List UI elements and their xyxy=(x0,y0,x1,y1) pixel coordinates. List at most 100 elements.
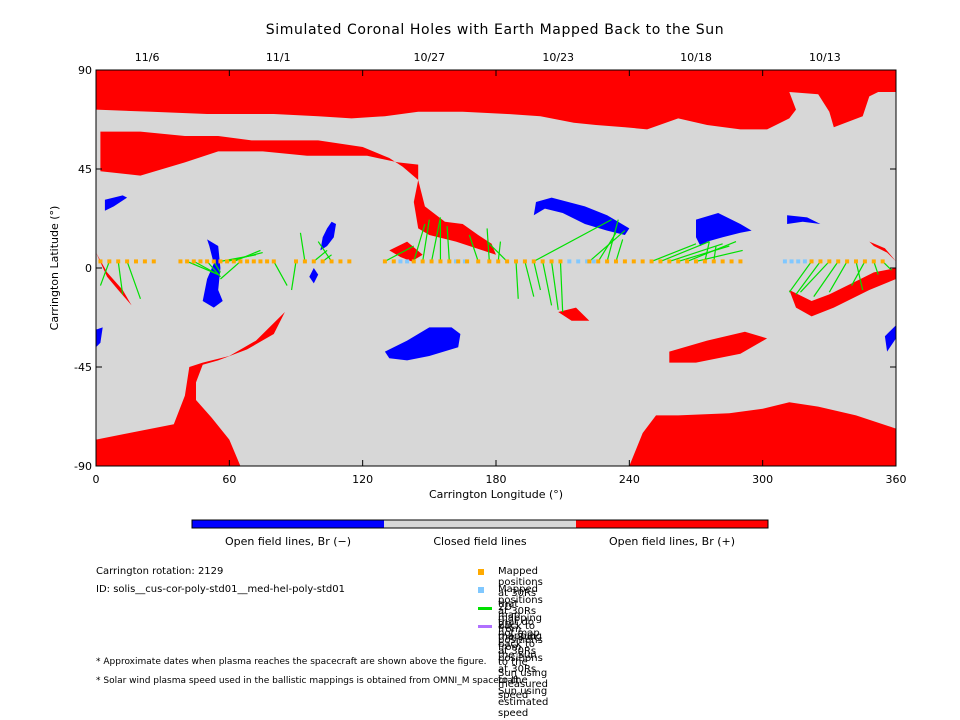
mapped-point-17 xyxy=(245,259,250,264)
model-id: ID: solis__cus-cor-poly-std01__med-hel-p… xyxy=(96,584,345,595)
negative-coronal-hole-1 xyxy=(202,239,223,308)
legend-mapped-label: Mapped positions at 30Rs that map back t… xyxy=(498,566,543,643)
top-date-label-5: 10/13 xyxy=(809,51,841,64)
mapped-point-64 xyxy=(729,259,734,264)
lightblue-square-icon xyxy=(478,587,484,593)
negative-coronal-hole-5 xyxy=(533,197,630,235)
positive-coronal-hole-0 xyxy=(96,70,896,130)
not-mapped-point-1 xyxy=(405,259,410,264)
mapped-point-73 xyxy=(871,259,876,264)
footnote-speed: * Solar wind plasma speed used in the ba… xyxy=(96,676,523,686)
mapped-point-63 xyxy=(720,259,725,264)
not-mapped-point-6 xyxy=(585,259,590,264)
positive-coronal-hole-8 xyxy=(869,241,896,262)
measured-mapping-line-45 xyxy=(713,245,717,262)
top-date-label-4: 10/18 xyxy=(680,51,712,64)
mapped-point-30 xyxy=(391,259,396,264)
y-tick-label-2: 0 xyxy=(85,262,92,275)
mapped-point-3 xyxy=(125,259,130,264)
measured-mapping-line-22 xyxy=(446,226,450,262)
y-axis-label: Carrington Latitude (°) xyxy=(48,206,61,331)
mapped-point-36 xyxy=(456,259,461,264)
mapped-point-46 xyxy=(549,259,554,264)
mapped-point-4 xyxy=(134,259,138,264)
x-tick-label-4: 240 xyxy=(619,473,640,486)
negative-coronal-hole-0 xyxy=(104,195,128,211)
measured-mapping-line-49 xyxy=(813,261,839,297)
not-mapped-point-0 xyxy=(398,259,403,264)
measured-mapping-line-25 xyxy=(497,241,502,262)
positive-coronal-hole-7 xyxy=(789,268,896,317)
x-axis-label: Carrington Longitude (°) xyxy=(429,488,563,501)
not-mapped-point-4 xyxy=(567,259,572,264)
measured-mapping-line-37 xyxy=(615,239,624,262)
measured-mapping-line-41 xyxy=(678,245,730,262)
mapped-point-15 xyxy=(231,259,236,264)
mapped-point-16 xyxy=(238,259,243,264)
colorbar-segment-0 xyxy=(192,520,384,528)
mapped-point-58 xyxy=(676,259,681,264)
mapped-point-43 xyxy=(522,259,527,264)
mapped-point-66 xyxy=(809,259,814,264)
mapped-point-44 xyxy=(531,259,536,264)
not-mapped-point-8 xyxy=(782,259,787,264)
mapped-point-7 xyxy=(178,259,183,264)
negative-coronal-hole-6 xyxy=(696,213,752,246)
mapped-point-5 xyxy=(142,259,147,264)
positive-coronal-hole-1 xyxy=(100,131,497,255)
mapped-point-72 xyxy=(862,259,867,264)
mapped-point-38 xyxy=(476,259,481,264)
negative-coronal-hole-9 xyxy=(884,325,896,352)
not-mapped-point-3 xyxy=(462,259,467,264)
top-date-label-2: 10/27 xyxy=(413,51,445,64)
mapped-point-52 xyxy=(622,259,627,264)
mapped-point-69 xyxy=(836,259,841,264)
x-tick-label-6: 360 xyxy=(886,473,907,486)
top-date-label-1: 11/1 xyxy=(266,51,291,64)
mapped-point-50 xyxy=(605,259,610,264)
mapped-point-6 xyxy=(151,259,156,264)
mapped-point-18 xyxy=(251,259,256,264)
carrington-rotation: Carrington rotation: 2129 xyxy=(96,566,224,577)
not-mapped-point-10 xyxy=(796,259,801,264)
positive-coronal-hole-9 xyxy=(669,331,768,363)
measured-mapping-line-11 xyxy=(273,261,288,286)
mapped-point-45 xyxy=(540,259,545,264)
mapped-point-0 xyxy=(98,259,103,264)
negative-coronal-hole-3 xyxy=(309,268,319,284)
mapped-point-24 xyxy=(311,259,316,264)
mapped-point-67 xyxy=(818,259,823,264)
measured-mapping-line-0 xyxy=(99,261,110,286)
mapped-point-70 xyxy=(845,259,850,264)
mapped-point-19 xyxy=(258,259,263,264)
measured-mapping-line-28 xyxy=(524,261,535,297)
measured-mapping-line-40 xyxy=(669,243,723,262)
mapped-point-21 xyxy=(271,259,276,264)
mapped-point-8 xyxy=(185,259,190,264)
x-tick-label-3: 180 xyxy=(486,473,507,486)
measured-mapping-line-38 xyxy=(651,243,697,262)
legend-not-mapped-label: Mapped positions at 30Rs that do not map… xyxy=(498,584,543,661)
negative-coronal-hole-4 xyxy=(384,327,461,361)
mapped-point-2 xyxy=(116,259,121,264)
measured-mapping-line-29 xyxy=(533,261,542,291)
measured-mapping-line-46 xyxy=(788,261,813,293)
positive-coronal-hole-5 xyxy=(558,307,590,321)
positive-coronal-hole-3 xyxy=(96,312,285,466)
mapped-point-33 xyxy=(429,259,434,264)
measured-mapping-line-31 xyxy=(550,261,559,310)
y-tick-label-3: 45 xyxy=(78,163,92,176)
y-tick-label-4: 90 xyxy=(78,64,92,77)
measured-mapping-line-26 xyxy=(486,241,508,262)
colorbar-label-positive: Open field lines, Br (+) xyxy=(608,535,736,548)
positive-coronal-hole-6 xyxy=(629,402,896,466)
mapped-point-49 xyxy=(596,259,601,264)
measured-mapping-line-9 xyxy=(233,249,261,262)
mapped-point-27 xyxy=(338,259,343,264)
mapped-point-14 xyxy=(225,259,230,264)
measured-mapping-line-36 xyxy=(606,219,619,262)
mapped-point-74 xyxy=(880,259,885,264)
mapped-point-61 xyxy=(702,259,707,264)
measured-mapping-line-20 xyxy=(430,217,442,262)
